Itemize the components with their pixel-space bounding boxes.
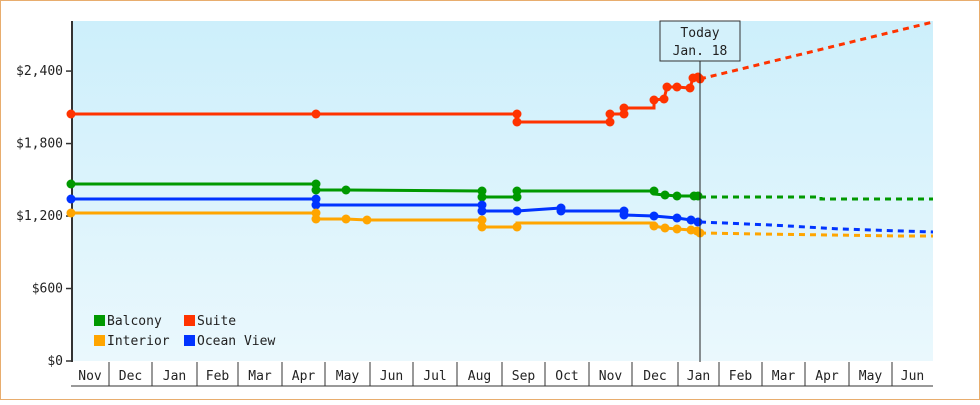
legend-swatch (94, 335, 105, 346)
data-point-marker (362, 215, 372, 225)
data-point-marker (693, 191, 703, 201)
legend-swatch (184, 335, 195, 346)
month-label: Aug (468, 369, 491, 384)
data-point-marker (66, 109, 76, 119)
legend-item-interior: Interior (94, 334, 170, 349)
data-point-marker (66, 208, 76, 218)
x-axis: Nov Dec Jan Feb Mar Apr May Jun Jul Aug Sep Oct Nov D… (71, 362, 933, 387)
data-point-marker (685, 83, 695, 93)
data-point-marker (512, 186, 522, 196)
forecast-line (700, 195, 933, 201)
month-label: May (336, 369, 360, 384)
data-point-marker (605, 109, 615, 119)
data-point-marker (512, 222, 522, 232)
legend-label: Interior (107, 334, 170, 349)
series-suite (66, 20, 934, 127)
legend-label: Ocean View (197, 334, 275, 349)
month-label: Dec (643, 369, 666, 384)
data-point-marker (686, 215, 696, 225)
data-point-marker (311, 109, 321, 119)
data-point-marker (512, 109, 522, 119)
month-label: Jul (423, 369, 446, 384)
legend-label: Suite (197, 314, 236, 329)
legend: Balcony Suite Interior Ocean View (94, 314, 275, 349)
month-label: Nov (78, 369, 102, 384)
data-point-marker (693, 217, 703, 227)
data-point-marker (649, 186, 659, 196)
month-label: Feb (206, 369, 230, 384)
month-label: Apr (292, 369, 316, 384)
data-point-marker (672, 213, 682, 223)
month-label: Mar (248, 369, 272, 384)
month-label: Mar (772, 369, 796, 384)
data-point-marker (477, 192, 487, 202)
month-label: Jun (380, 369, 403, 384)
month-label: Sep (512, 369, 536, 384)
month-label: Feb (729, 369, 753, 384)
legend-swatch (94, 315, 105, 326)
data-point-marker (311, 200, 321, 210)
forecast-line (699, 220, 934, 234)
data-point-marker (341, 185, 351, 195)
data-point-marker (649, 95, 659, 105)
month-label: Apr (815, 369, 839, 384)
y-tick-label: $1,800 (16, 137, 63, 152)
forecast-line (699, 20, 934, 81)
month-label: Jun (901, 369, 924, 384)
month-label: Oct (555, 369, 578, 384)
legend-label: Balcony (107, 314, 162, 329)
today-label-box (659, 20, 741, 62)
plot-area (72, 21, 933, 361)
y-tick-label: $2,400 (16, 64, 63, 79)
data-point-marker (649, 221, 659, 231)
data-point-marker (311, 185, 321, 195)
series-interior (66, 208, 933, 238)
y-tick-label: $0 (47, 354, 63, 369)
data-point-marker (605, 117, 615, 127)
data-point-marker (660, 190, 670, 200)
data-point-marker (311, 214, 321, 224)
y-tick-label: $600 (32, 282, 63, 297)
data-point-marker (341, 214, 351, 224)
data-point-marker (672, 191, 682, 201)
data-point-marker (66, 194, 76, 204)
today-date: Jan. 18 (673, 44, 728, 59)
data-point-marker (512, 117, 522, 127)
data-point-marker (512, 206, 522, 216)
legend-item-balcony: Balcony (94, 314, 162, 329)
data-point-marker (619, 210, 629, 220)
month-label: May (859, 369, 883, 384)
legend-item-ocean-view: Ocean View (184, 334, 275, 349)
data-point-marker (477, 206, 487, 216)
y-tick-label: $1,200 (16, 209, 63, 224)
data-point-marker (662, 82, 672, 92)
series-ocean-view (66, 194, 934, 234)
y-axis: $0 $600 $1,200 $1,800 $2,400 (16, 21, 73, 369)
month-label: Nov (599, 369, 623, 384)
series-lines (66, 20, 934, 238)
month-label: Jan (163, 369, 186, 384)
data-point-marker (477, 222, 487, 232)
data-point-marker (672, 224, 682, 234)
today-label: Today (680, 26, 719, 41)
data-point-marker (66, 179, 76, 189)
data-point-marker (477, 215, 487, 225)
today-marker: Today Jan. 18 (659, 20, 741, 362)
month-label: Jan (687, 369, 710, 384)
month-label: Dec (119, 369, 142, 384)
data-point-marker (649, 211, 659, 221)
data-point-marker (660, 223, 670, 233)
legend-item-suite: Suite (184, 314, 236, 329)
data-point-marker (659, 94, 669, 104)
legend-swatch (184, 315, 195, 326)
data-point-marker (672, 82, 682, 92)
data-point-marker (619, 103, 629, 113)
data-point-marker (556, 206, 566, 216)
